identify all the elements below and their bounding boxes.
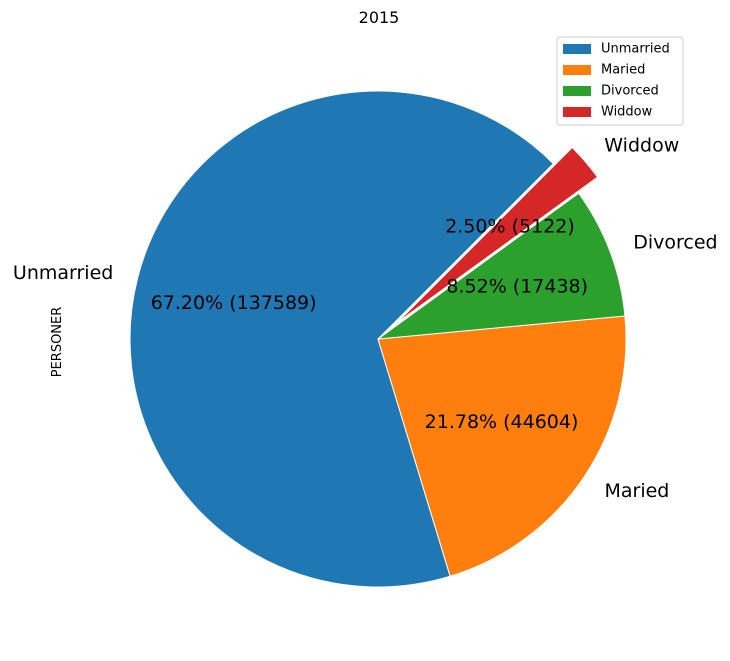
legend-swatch-unmarried [563,44,591,54]
pie-slice-widdow [396,147,599,324]
legend-swatch-divorced [563,86,591,96]
percent-label-divorced: 8.52% (17438) [446,275,588,297]
pie-slice-divorced [377,192,626,340]
legend: Unmarried Maried Divorced Widdow [556,36,684,126]
slice-label-divorced: Divorced [633,232,717,254]
legend-swatch-maried [563,65,591,75]
slice-label-widdow: Widdow [604,135,679,157]
chart-title: 2015 [359,8,400,27]
legend-label-widdow: Widdow [601,105,653,120]
pie-slice-unmarried [129,90,554,588]
legend-label-divorced: Divorced [601,84,659,99]
percent-label-unmarried: 67.20% (137589) [151,292,317,314]
y-axis-label: PERSONER [50,307,65,378]
percent-label-maried: 21.78% (44604) [425,411,579,433]
legend-frame [556,36,684,126]
legend-swatch-widdow [563,107,591,117]
slice-label-maried: Maried [604,480,669,502]
legend-label-maried: Maried [601,63,645,78]
pie-slice-maried [377,315,627,577]
legend-label-unmarried: Unmarried [601,42,670,57]
slice-label-unmarried: Unmarried [13,262,113,284]
pie-labels: Unmarried 67.20% (137589) Maried 21.78% (44… [13,135,718,502]
percent-label-widdow: 2.50% (5122) [445,215,575,237]
pie-slices [129,90,627,588]
